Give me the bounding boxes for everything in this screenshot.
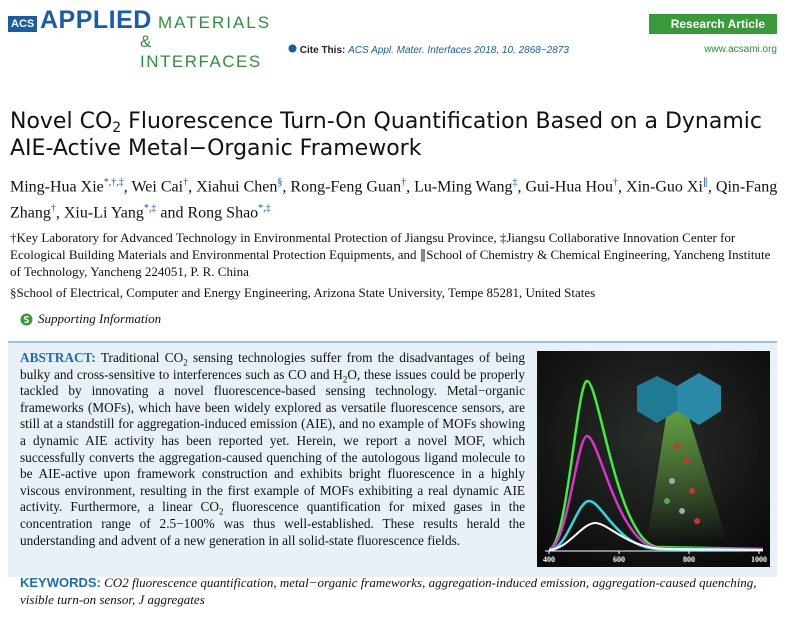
- author-name: Wei Cai: [131, 178, 184, 196]
- author-name: Qin-Fang Zhang: [10, 178, 778, 222]
- article-type: Research Article: [648, 14, 777, 34]
- abstract-subscript: 2: [342, 374, 348, 385]
- abstract-text: fluorescence quantification for mixed ga…: [20, 499, 525, 548]
- title-part: Novel CO: [10, 109, 113, 134]
- affiliation: §School of Electrical, Computer and Ener…: [10, 285, 596, 300]
- author-name: Lu-Ming Wang: [414, 178, 513, 196]
- citation[interactable]: Cite This: ACS Appl. Mater. Interfaces 2…: [288, 44, 569, 56]
- author-separator: ,: [55, 204, 64, 222]
- article-title: Novel CO2 Fluorescence Turn-On Quantific…: [10, 108, 782, 162]
- title-part: Fluorescence Turn-On Quantification Base…: [10, 109, 762, 161]
- author-list: Ming-Hua Xie*,†,‡, Wei Cai†, Xiahui Chen…: [10, 172, 780, 225]
- tick-label: 400: [543, 555, 555, 564]
- abstract-subscript: 2: [183, 357, 188, 368]
- abstract-text: sensing technologies suffer from the dis…: [20, 350, 525, 382]
- author-separator: ,: [517, 178, 526, 196]
- cite-label: Cite This:: [299, 45, 346, 56]
- tick-label: 800: [683, 555, 695, 564]
- si-text: Supporting Information: [38, 311, 162, 326]
- journal-logo[interactable]: ACS APPLIED MATERIALS & INTERFACES: [8, 6, 278, 71]
- toc-graphic: 400 600 800 1000: [537, 351, 770, 567]
- author-affil-mark: †: [401, 177, 407, 188]
- author-name: Xiahui Chen: [196, 178, 278, 196]
- author-affil-mark: ‡: [512, 177, 518, 188]
- spectrum-curve: [548, 379, 764, 551]
- website[interactable]: www.acsami.org: [704, 44, 777, 55]
- author-separator: ,: [123, 178, 132, 196]
- abstract: ABSTRACT: Traditional CO2 sensing techno…: [20, 350, 525, 549]
- author-name: Rong-Feng Guan: [290, 178, 402, 196]
- crystal: [637, 376, 677, 423]
- spectrum-curve: [548, 521, 764, 551]
- abstract-subscript: 2: [218, 507, 224, 517]
- logo-acs: ACS: [8, 16, 38, 32]
- author-name: Gui-Hua Hou: [525, 178, 614, 196]
- author-name: Ming-Hua Xie: [10, 178, 104, 196]
- crystal: [677, 373, 721, 425]
- logo-interfaces: & INTERFACES: [140, 32, 262, 71]
- logo-applied: APPLIED: [40, 6, 152, 34]
- author-separator: ,: [707, 178, 716, 196]
- supporting-info[interactable]: Supporting Information: [20, 311, 161, 327]
- molecules: [664, 443, 700, 524]
- keywords: KEYWORDS: CO2 fluorescence quantificatio…: [20, 574, 770, 608]
- author-affil-mark: †: [50, 203, 56, 215]
- author-affil-mark: *,†,‡: [103, 177, 124, 188]
- author-affil-mark: †: [183, 177, 189, 188]
- x-ticks: 400 600 800 1000: [543, 551, 767, 564]
- tick-label: 1000: [751, 555, 767, 564]
- affiliations: †Key Laboratory for Advanced Technology …: [10, 229, 778, 305]
- author-separator: ,: [618, 178, 627, 196]
- author-separator: ,: [188, 178, 197, 196]
- affiliation: †Key Laboratory for Advanced Technology …: [10, 230, 771, 279]
- author-name: Xiu-Li Yang: [63, 204, 144, 222]
- author-name: Xin-Guo Xi: [626, 178, 703, 196]
- abstract-text: O, these issues could be properly tackle…: [20, 366, 525, 515]
- spectrum-curve: [548, 434, 764, 551]
- keywords-label: KEYWORDS:: [20, 575, 101, 590]
- logo-materials: MATERIALS: [158, 13, 272, 32]
- tick-label: 600: [613, 555, 625, 564]
- author-affil-mark: ∥: [702, 177, 708, 188]
- author-separator: ,: [406, 178, 415, 196]
- cite-icon: [288, 44, 297, 53]
- author-separator: and: [156, 204, 188, 222]
- author-separator: ,: [282, 178, 291, 196]
- light-beam: [647, 411, 727, 541]
- keywords-text: CO2 fluorescence quantification, metal−o…: [20, 575, 757, 607]
- cite-text: ACS Appl. Mater. Interfaces 2018, 10, 28…: [348, 45, 569, 56]
- abstract-text: Traditional CO: [100, 350, 184, 365]
- title-subscript: 2: [112, 120, 122, 136]
- author-affil-mark: †: [613, 177, 619, 188]
- author-affil-mark: §: [277, 177, 283, 188]
- si-icon: [20, 313, 33, 326]
- author-name: Rong Shao: [187, 204, 259, 222]
- author-affil-mark: *,‡: [258, 203, 271, 215]
- abstract-label: ABSTRACT:: [20, 350, 96, 365]
- author-affil-mark: *,‡: [143, 203, 157, 215]
